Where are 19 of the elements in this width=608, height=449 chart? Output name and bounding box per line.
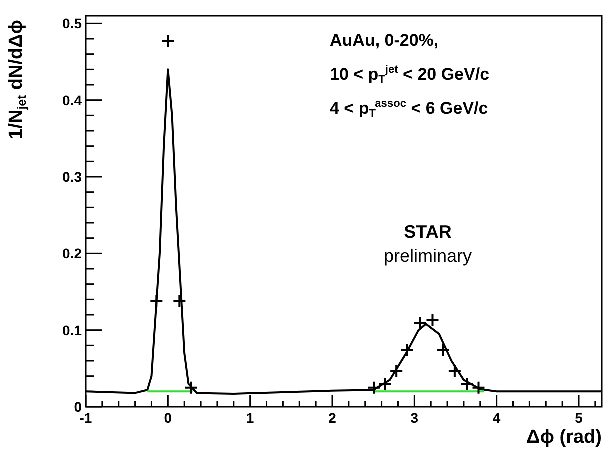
- x-axis-title: Δϕ (rad): [526, 427, 602, 448]
- annotation: AuAu, 0-20%,: [330, 31, 439, 50]
- x-tick-label: 2: [328, 410, 337, 426]
- y-tick-label: 0: [74, 399, 82, 415]
- x-tick-label: 1: [246, 410, 254, 426]
- y-tick-label: 0.2: [62, 246, 82, 262]
- x-tick-label: 3: [410, 410, 419, 426]
- x-tick-label: 4: [492, 410, 501, 426]
- x-tick-label: -1: [80, 410, 92, 426]
- x-tick-label: 0: [164, 410, 172, 426]
- annotation: 10 < p$_{T}$$^{jet}$ < 20 GeV/c: [330, 64, 490, 86]
- y-tick-label: 0.5: [62, 16, 82, 32]
- x-tick-label: 5: [575, 410, 584, 426]
- y-tick-label: 0.4: [62, 92, 82, 108]
- y-tick-label: 0.3: [62, 169, 82, 185]
- annotation: STAR: [404, 222, 452, 242]
- y-tick-label: 0.1: [62, 322, 82, 338]
- annotation: 4 < p$_{T}$$^{assoc}$ < 6 GeV/c: [330, 98, 488, 120]
- annotation: preliminary: [384, 246, 472, 266]
